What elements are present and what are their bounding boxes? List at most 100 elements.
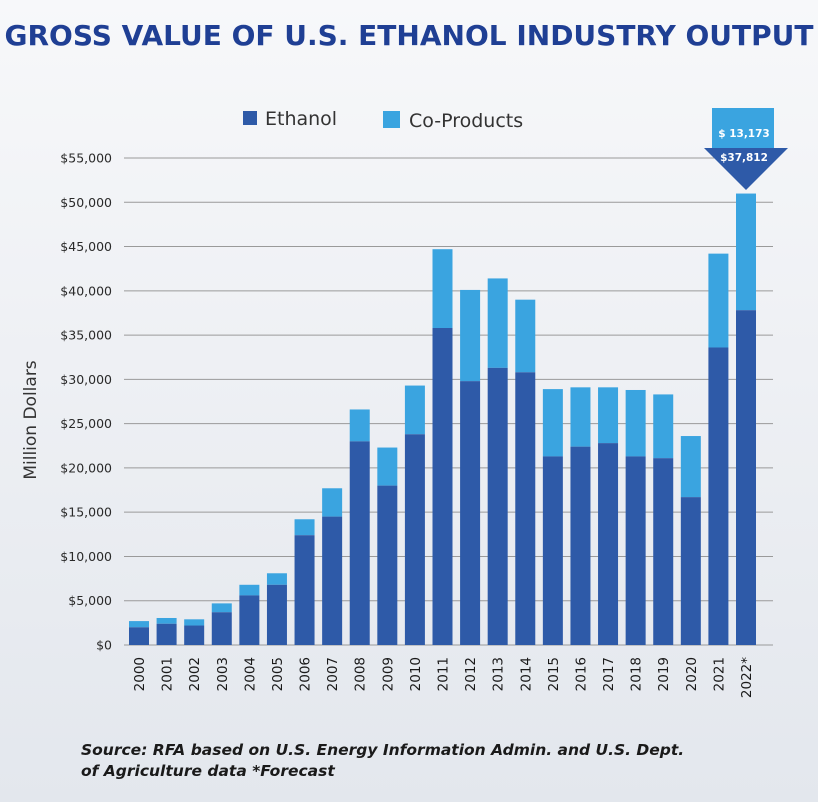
x-tick-label: 2014 bbox=[518, 657, 534, 691]
bar-ethanol bbox=[129, 627, 149, 645]
bar-ethanol bbox=[515, 372, 536, 645]
x-tick-label: 2010 bbox=[408, 657, 424, 691]
y-tick-label: $55,000 bbox=[60, 151, 112, 166]
bar-co-products bbox=[680, 436, 701, 498]
y-axis-ticks: $0 $5,000 $10,000 $15,000 $20,000 $25,000 $30,… bbox=[60, 151, 112, 653]
source-note: Source: RFA based on U.S. Energy Informa… bbox=[81, 740, 781, 782]
bar-ethanol bbox=[653, 458, 674, 645]
bar-co-products bbox=[515, 299, 536, 373]
y-tick-label: $15,000 bbox=[60, 505, 112, 520]
x-tick-label: 2013 bbox=[491, 657, 507, 691]
x-tick-label: 2017 bbox=[601, 657, 617, 691]
legend-swatch-ethanol bbox=[243, 111, 257, 125]
bar-ethanol bbox=[625, 456, 646, 645]
bar-ethanol bbox=[432, 328, 453, 645]
bar-co-products bbox=[432, 249, 453, 329]
bar-co-products bbox=[598, 387, 619, 444]
y-tick-label: $40,000 bbox=[60, 283, 112, 298]
legend: Ethanol Co-Products bbox=[243, 108, 523, 132]
x-tick-label: 2016 bbox=[573, 657, 589, 691]
bar-co-products bbox=[322, 488, 343, 517]
x-tick-label: 2000 bbox=[132, 657, 148, 691]
y-tick-label: $50,000 bbox=[60, 195, 112, 210]
bar-co-products bbox=[184, 619, 205, 626]
x-tick-label: 2003 bbox=[215, 657, 231, 691]
source-line-1: Source: RFA based on U.S. Energy Informa… bbox=[81, 741, 685, 759]
bar-co-products bbox=[129, 621, 149, 628]
y-tick-label: $30,000 bbox=[60, 372, 112, 387]
bar-co-products bbox=[156, 617, 177, 624]
x-tick-label: 2011 bbox=[436, 657, 452, 691]
bar-ethanol bbox=[460, 381, 481, 645]
x-tick-label: 2001 bbox=[160, 657, 176, 691]
x-tick-label: 2019 bbox=[656, 657, 672, 691]
x-tick-label: 2009 bbox=[380, 657, 396, 691]
y-tick-label: $45,000 bbox=[60, 239, 112, 254]
callout-arrow bbox=[704, 148, 788, 190]
x-tick-label: 2018 bbox=[629, 657, 645, 691]
x-tick-label: 2012 bbox=[463, 657, 479, 691]
bar-ethanol bbox=[487, 367, 508, 645]
callout-coproducts-value: $ 13,173 bbox=[718, 128, 769, 140]
bar-ethanol bbox=[184, 625, 205, 645]
y-tick-label: $25,000 bbox=[60, 416, 112, 431]
x-tick-label: 2004 bbox=[242, 657, 258, 691]
bar-co-products bbox=[542, 389, 563, 457]
bar-ethanol bbox=[570, 446, 591, 645]
x-tick-label: 2020 bbox=[684, 657, 700, 691]
bar-co-products bbox=[404, 385, 425, 435]
y-tick-label: $35,000 bbox=[60, 328, 112, 343]
bar-co-products bbox=[377, 447, 398, 486]
bar-ethanol bbox=[266, 584, 287, 645]
bar-co-products bbox=[487, 278, 508, 368]
bar-ethanol bbox=[680, 497, 701, 645]
bar-ethanol bbox=[377, 485, 398, 645]
bar-ethanol bbox=[404, 434, 425, 645]
x-tick-label: 2015 bbox=[546, 657, 562, 691]
legend-swatch-co-products bbox=[383, 111, 400, 128]
y-tick-label: $10,000 bbox=[60, 549, 112, 564]
x-tick-label: 2007 bbox=[325, 657, 341, 691]
y-tick-label: $20,000 bbox=[60, 460, 112, 475]
bar-ethanol bbox=[708, 347, 729, 645]
bar-co-products bbox=[708, 253, 729, 348]
callout-coproducts-box bbox=[712, 108, 774, 148]
legend-label-ethanol: Ethanol bbox=[265, 108, 337, 130]
bar-co-products bbox=[294, 519, 315, 536]
x-tick-label: 2008 bbox=[353, 657, 369, 691]
chart-title: GROSS VALUE OF U.S. ETHANOL INDUSTRY OUT… bbox=[5, 19, 814, 52]
bar-ethanol bbox=[156, 623, 177, 645]
bars bbox=[129, 193, 756, 645]
bar-co-products bbox=[460, 289, 481, 382]
bar-ethanol bbox=[294, 535, 315, 645]
x-tick-label: 2021 bbox=[711, 657, 727, 691]
x-tick-label: 2022* bbox=[739, 657, 755, 698]
x-tick-label: 2006 bbox=[298, 657, 314, 691]
bar-co-products bbox=[653, 394, 674, 459]
bar-co-products bbox=[570, 387, 591, 447]
x-tick-label: 2005 bbox=[270, 657, 286, 691]
bar-co-products bbox=[349, 409, 370, 442]
bar-co-products bbox=[625, 389, 646, 457]
bar-co-products bbox=[239, 584, 260, 596]
bar-co-products bbox=[211, 603, 232, 613]
bar-co-products bbox=[736, 193, 756, 311]
bar-ethanol bbox=[349, 441, 370, 645]
bar-ethanol bbox=[736, 310, 756, 645]
callout-ethanol-value: $37,812 bbox=[720, 152, 768, 164]
bar-ethanol bbox=[239, 595, 260, 645]
source-line-2: of Agriculture data *Forecast bbox=[81, 762, 335, 780]
x-axis-ticks: 2000 2001 2002 2003 2004 2005 2006 2007 2008 2009… bbox=[132, 657, 755, 698]
y-axis-label: Million Dollars bbox=[21, 360, 41, 479]
x-tick-label: 2002 bbox=[187, 657, 203, 691]
legend-label-co-products: Co-Products bbox=[409, 110, 523, 132]
bar-ethanol bbox=[598, 443, 619, 645]
y-tick-label: $5,000 bbox=[68, 593, 112, 608]
forecast-callout: $ 13,173 $37,812 bbox=[704, 108, 788, 190]
y-tick-label: $0 bbox=[96, 638, 112, 653]
bar-ethanol bbox=[542, 456, 563, 645]
bar-ethanol bbox=[322, 516, 343, 645]
bar-ethanol bbox=[211, 612, 232, 645]
bar-co-products bbox=[266, 573, 287, 585]
